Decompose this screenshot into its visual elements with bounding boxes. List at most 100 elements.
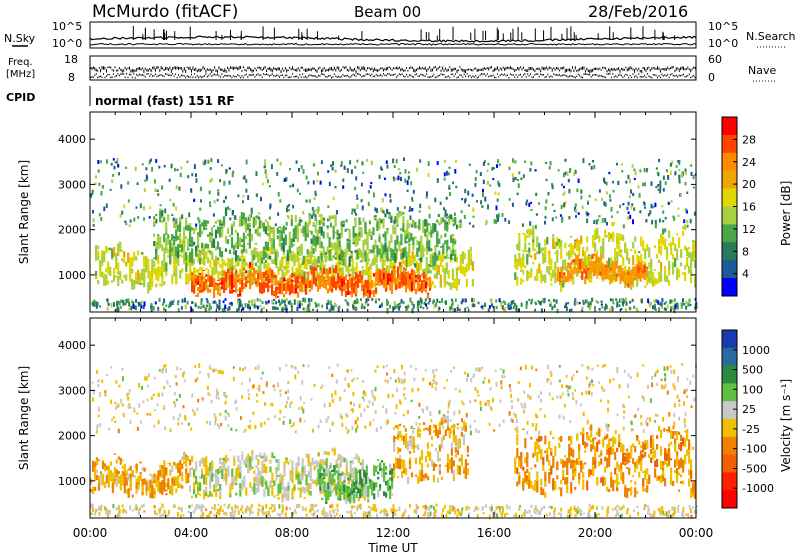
echo-cell bbox=[165, 237, 168, 250]
echo-cell bbox=[611, 272, 614, 283]
nave-mark bbox=[512, 74, 514, 76]
echo-cell bbox=[410, 272, 414, 279]
echo-cell bbox=[193, 411, 196, 416]
echo-cell bbox=[290, 215, 293, 219]
echo-cell bbox=[208, 250, 212, 253]
echo-cell bbox=[301, 270, 304, 277]
echo-cell bbox=[240, 244, 243, 247]
freq-mark bbox=[635, 67, 637, 70]
echo-cell bbox=[280, 242, 283, 251]
echo-cell bbox=[382, 278, 386, 288]
nave-mark bbox=[571, 75, 573, 78]
echo-cell bbox=[297, 258, 300, 265]
nave-mark bbox=[153, 75, 155, 77]
echo-cell bbox=[536, 415, 539, 419]
echo-cell bbox=[229, 275, 232, 286]
nave-mark bbox=[634, 76, 635, 78]
echo-cell bbox=[597, 256, 600, 264]
echo-cell bbox=[121, 258, 124, 262]
echo-cell bbox=[288, 245, 291, 254]
echo-cell bbox=[378, 233, 381, 238]
echo-cell bbox=[393, 301, 396, 306]
nave-mark bbox=[619, 73, 621, 76]
echo-cell bbox=[305, 307, 308, 312]
echo-cell bbox=[248, 223, 251, 228]
echo-cell bbox=[264, 300, 267, 304]
echo-cell bbox=[145, 261, 148, 273]
echo-cell bbox=[159, 204, 162, 207]
echo-cell bbox=[124, 303, 127, 306]
freq-mark bbox=[134, 69, 136, 72]
echo-cell bbox=[369, 270, 372, 283]
nave-mark bbox=[615, 75, 617, 77]
echo-cell bbox=[309, 265, 312, 271]
echo-cell bbox=[332, 278, 336, 288]
echo-cell bbox=[536, 236, 539, 248]
echo-cell bbox=[259, 304, 262, 308]
echo-cell bbox=[306, 271, 310, 278]
echo-cell bbox=[312, 266, 316, 275]
echo-cell bbox=[133, 281, 136, 286]
echo-cell bbox=[295, 267, 298, 276]
echo-cell bbox=[418, 274, 422, 282]
nave-mark bbox=[644, 74, 646, 77]
echo-cell bbox=[429, 253, 432, 264]
nave-mark bbox=[541, 74, 543, 76]
echo-cell bbox=[692, 175, 695, 180]
freq-mark bbox=[117, 69, 119, 72]
echo-cell bbox=[528, 242, 531, 245]
echo-cell bbox=[658, 259, 661, 263]
echo-cell bbox=[649, 304, 651, 308]
echo-cell bbox=[409, 215, 412, 221]
echo-cell bbox=[487, 308, 490, 313]
echo-cell bbox=[673, 216, 676, 221]
echo-cell bbox=[532, 242, 535, 252]
echo-cell bbox=[227, 282, 230, 288]
echo-cell bbox=[411, 208, 414, 212]
echo-cell bbox=[171, 234, 174, 241]
echo-cell bbox=[535, 368, 538, 372]
echo-cell bbox=[422, 223, 425, 233]
echo-cell bbox=[442, 243, 445, 255]
echo-cell bbox=[173, 222, 176, 228]
echo-cell bbox=[207, 274, 210, 277]
echo-cell bbox=[261, 283, 264, 294]
echo-cell bbox=[353, 271, 356, 275]
echo-cell bbox=[455, 224, 458, 230]
echo-cell bbox=[685, 305, 688, 310]
freq-mark bbox=[270, 67, 272, 72]
echo-cell bbox=[374, 215, 377, 219]
echo-cell bbox=[467, 204, 470, 207]
echo-cell bbox=[230, 223, 234, 228]
echo-cell bbox=[142, 400, 145, 404]
echo-cell bbox=[317, 272, 320, 276]
freq-mark bbox=[372, 69, 374, 73]
echo-cell bbox=[625, 297, 627, 302]
echo-cell bbox=[400, 233, 403, 246]
echo-cell bbox=[92, 223, 95, 227]
echo-cell bbox=[404, 306, 407, 309]
echo-cell bbox=[373, 192, 375, 198]
freq-mark bbox=[605, 67, 607, 70]
echo-cell bbox=[578, 301, 581, 305]
echo-cell bbox=[220, 228, 224, 238]
echo-cell bbox=[151, 264, 154, 277]
echo-cell bbox=[542, 274, 545, 282]
echo-cell bbox=[394, 284, 398, 290]
nave-mark bbox=[241, 75, 243, 77]
echo-cell bbox=[378, 298, 381, 301]
freq-mark bbox=[91, 67, 93, 70]
nave-mark bbox=[573, 76, 575, 78]
echo-cell bbox=[170, 300, 173, 304]
echo-cell bbox=[133, 251, 136, 261]
freq-mark bbox=[114, 66, 116, 69]
echo-cell bbox=[361, 206, 364, 211]
echo-cell bbox=[314, 190, 317, 196]
echo-cell bbox=[95, 276, 98, 280]
nave-mark bbox=[95, 73, 97, 75]
echo-cell bbox=[345, 267, 348, 271]
echo-cell bbox=[414, 236, 417, 240]
echo-cell bbox=[516, 276, 519, 286]
echo-cell bbox=[435, 368, 438, 372]
echo-cell bbox=[248, 238, 251, 249]
